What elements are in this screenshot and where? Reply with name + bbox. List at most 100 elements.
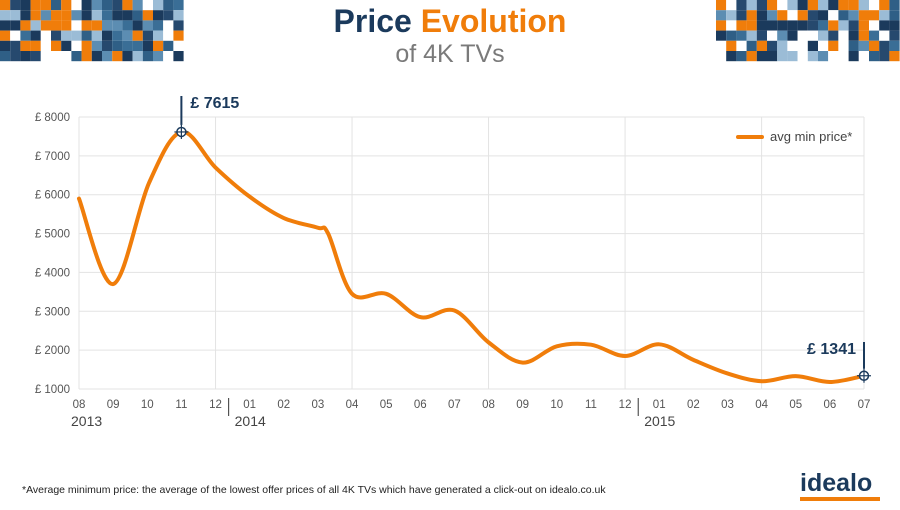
y-tick-label: £ 3000 [35,306,70,318]
mosaic-tile [736,40,747,51]
footnote: *Average minimum price: the average of t… [22,484,606,496]
mosaic-tile [132,30,143,41]
mosaic-tile [787,30,798,41]
mosaic-tile [828,30,839,41]
legend: avg min price* [736,129,852,144]
chart-subtitle: of 4K TVs [395,40,505,68]
mosaic-tile [858,51,869,62]
title-part-2: Evolution [420,3,567,39]
mosaic-tile [102,20,113,31]
mosaic-tile [889,40,900,51]
mosaic-tile [756,10,767,21]
mosaic-tile [112,51,123,62]
mosaic-tile [767,30,778,41]
x-tick-label: 03 [721,399,734,411]
mosaic-tile [61,30,72,41]
mosaic-tile [51,10,62,21]
x-tick-label: 04 [755,399,768,411]
mosaic-right [716,0,900,62]
annotation-marker: £ 7615 [174,95,239,139]
mosaic-tile [879,20,890,31]
mosaic-tile [746,10,757,21]
annotation-marker: £ 1341 [807,341,871,383]
mosaic-tile [153,20,164,31]
mosaic-tile [30,30,41,41]
annotation-label: £ 7615 [190,95,239,112]
mosaic-tile [20,51,31,62]
mosaic-tile [51,20,62,31]
mosaic-tile [163,0,174,11]
mosaic-tile [40,0,51,11]
mosaic-tile [132,51,143,62]
x-tick-label: 04 [346,399,359,411]
mosaic-tile [756,40,767,51]
mosaic-tile [61,10,72,21]
mosaic-tile [142,10,153,21]
mosaic-tile [716,30,727,41]
logo-text: idealo [800,469,873,497]
mosaic-tile [777,20,788,31]
mosaic-tile [51,40,62,51]
x-tick-label: 12 [619,399,632,411]
mosaic-tile [71,51,82,62]
title-part-1: Price [333,3,412,39]
mosaic-tile [40,30,51,41]
mosaic-tile [756,30,767,41]
mosaic-tile [122,30,133,41]
mosaic-tile [71,10,82,21]
mosaic-tile [869,0,880,11]
mosaic-tile [726,10,737,21]
mosaic-tile [736,0,747,11]
mosaic-tile [10,40,21,51]
mosaic-tile [61,20,72,31]
mosaic-tile [858,0,869,11]
y-tick-label: £ 4000 [35,267,70,279]
mosaic-tile [61,40,72,51]
mosaic-tile [81,20,92,31]
mosaic-tile [797,10,808,21]
mosaic-tile [726,30,737,41]
mosaic-tile [818,40,829,51]
x-tick-label: 01 [653,399,666,411]
mosaic-tile [777,0,788,11]
mosaic-tile [91,51,102,62]
mosaic-tile [132,0,143,11]
x-tick-label: 10 [550,399,563,411]
mosaic-tile [10,0,21,11]
mosaic-tile [81,10,92,21]
mosaic-tile [163,30,174,41]
mosaic-tile [91,40,102,51]
mosaic-tile [848,20,859,31]
mosaic-tile [889,51,900,62]
mosaic-tile [20,20,31,31]
y-tick-label: £ 7000 [35,151,70,163]
mosaic-tile [879,30,890,41]
mosaic-tile [102,40,113,51]
mosaic-tile [787,0,798,11]
mosaic-tile [142,51,153,62]
mosaic-tile [153,10,164,21]
mosaic-tile [81,30,92,41]
mosaic-tile [736,10,747,21]
mosaic-tile [756,0,767,11]
chart-title: Price Evolution of 4K TVs [0,2,900,68]
mosaic-tile [122,20,133,31]
mosaic-tile [10,20,21,31]
mosaic-tile [828,0,839,11]
mosaic-tile [132,10,143,21]
mosaic-tile [102,30,113,41]
mosaic-tile [112,20,123,31]
mosaic-tile [726,40,737,51]
mosaic-tile [163,10,174,21]
mosaic-tile [122,40,133,51]
mosaic-tile [787,10,798,21]
mosaic-tile [40,20,51,31]
mosaic-tile [10,30,21,41]
mosaic-tile [0,51,11,62]
mosaic-tile [797,40,808,51]
line-chart: £ 1000 £ 2000 £ 3000 £ 4000 £ 5000 £ 6000 £ 70… [35,95,871,429]
mosaic-tile [777,10,788,21]
mosaic-tile [102,0,113,11]
mosaic-tile [746,51,757,62]
mosaic-tile [142,0,153,11]
